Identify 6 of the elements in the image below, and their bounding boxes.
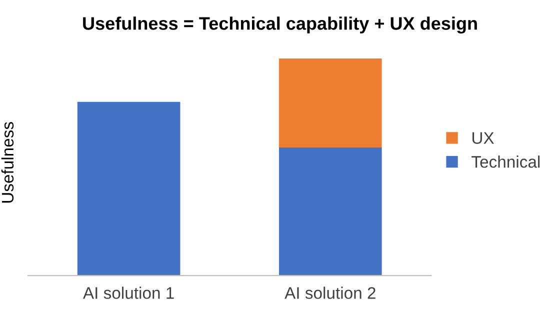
legend-label: Technical bbox=[472, 156, 540, 168]
x-tick-label: AI solution 2 bbox=[284, 286, 376, 299]
chart-title: Usefulness = Technical capability + UX design bbox=[83, 16, 477, 34]
x-tick-label: AI solution 1 bbox=[82, 286, 174, 299]
legend-label: UX bbox=[472, 132, 494, 144]
y-axis-title: Usefulness bbox=[1, 122, 14, 203]
